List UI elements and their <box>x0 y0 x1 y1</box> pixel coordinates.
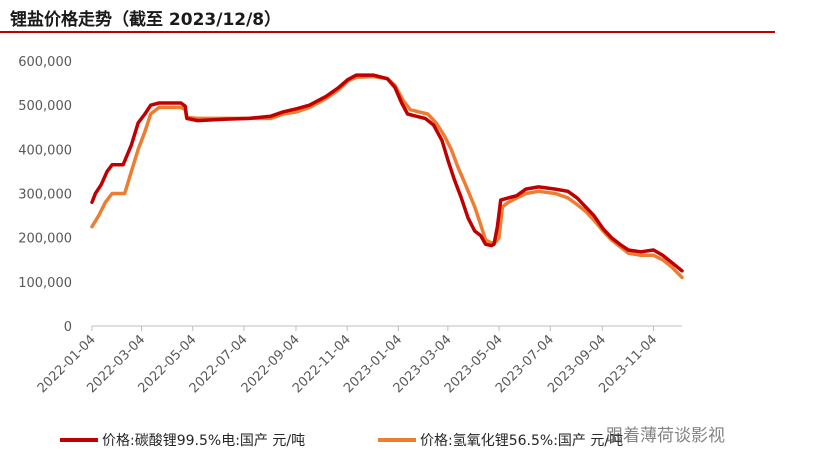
y-tick-label: 500,000 <box>18 99 72 114</box>
watermark-text: 跟着薄荷谈影视 <box>606 426 725 446</box>
y-tick-label: 200,000 <box>18 232 72 247</box>
x-axis: 2022-01-042022-03-042022-05-042022-07-04… <box>35 325 682 396</box>
y-tick-label: 600,000 <box>18 55 72 70</box>
y-tick-label: 0 <box>64 320 72 335</box>
title-divider <box>0 31 775 33</box>
legend-label: 价格:碳酸锂99.5%电:国产 元/吨 <box>102 433 305 449</box>
y-axis: 600,000 500,000 400,000 300,000 200,000 100,0… <box>18 55 72 335</box>
series-line-2 <box>90 74 684 280</box>
y-tick-label: 300,000 <box>18 188 72 203</box>
chart-title: 锂盐价格走势（截至 2023/12/8） <box>10 10 282 30</box>
series-group <box>90 73 684 280</box>
y-tick-label: 400,000 <box>18 143 72 158</box>
y-tick-label: 100,000 <box>18 276 72 291</box>
legend-label: 价格:氢氧化锂56.5%:国产 元/吨 <box>420 433 623 449</box>
series-line-1 <box>90 73 684 273</box>
legend: 价格:碳酸锂99.5%电:国产 元/吨 价格:氢氧化锂56.5%:国产 元/吨 <box>60 433 623 449</box>
